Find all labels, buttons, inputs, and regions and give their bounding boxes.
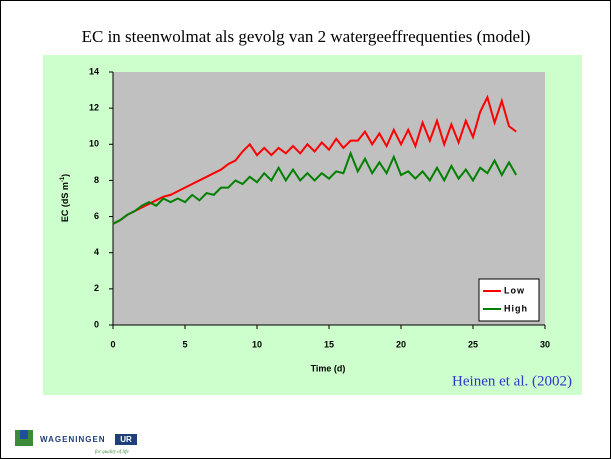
y-tick-label: 0 <box>94 319 99 329</box>
y-axis-label-suffix: ) <box>60 174 70 177</box>
x-tick-label: 30 <box>540 339 550 349</box>
line-series <box>112 94 517 225</box>
legend-box <box>478 278 540 322</box>
y-tick-label: 10 <box>89 139 99 149</box>
y-tick-label: 4 <box>94 247 99 257</box>
logo-name: WAGENINGEN <box>40 435 106 444</box>
x-tick-label: 5 <box>182 339 187 349</box>
x-axis-label: Time (d) <box>311 363 346 373</box>
y-tick-label: 2 <box>94 283 99 293</box>
logo-suffix: UR <box>120 435 132 444</box>
logo: WAGENINGEN UR for quality of life <box>15 430 137 455</box>
legend-label: Low <box>504 285 525 295</box>
annotation: Heinen et al. (2002) <box>452 373 572 389</box>
x-tick-label: 15 <box>324 339 334 349</box>
x-tick-label: 0 <box>110 339 115 349</box>
x-tick-label: 25 <box>468 339 478 349</box>
chart-title: EC in steenwolmat als gevolg van 2 water… <box>82 27 531 46</box>
x-tick-label: 10 <box>252 339 262 349</box>
y-axis-label-text: EC (dS m <box>60 182 70 222</box>
y-tick-label: 6 <box>94 211 99 221</box>
logo-tagline: for quality of life <box>95 450 130 455</box>
x-tick-label: 20 <box>396 339 406 349</box>
y-axis-label: EC (dS m-1) <box>60 174 71 222</box>
logo-ur-box <box>115 434 137 445</box>
line-series <box>112 150 518 225</box>
plot-area <box>113 72 545 325</box>
y-tick-label: 14 <box>89 66 99 76</box>
legend-label: High <box>504 303 528 313</box>
y-axis-label-superscript: -1 <box>60 176 66 182</box>
y-tick-label: 12 <box>89 103 99 113</box>
logo-icon-part <box>20 430 28 439</box>
y-tick-label: 8 <box>94 175 99 185</box>
